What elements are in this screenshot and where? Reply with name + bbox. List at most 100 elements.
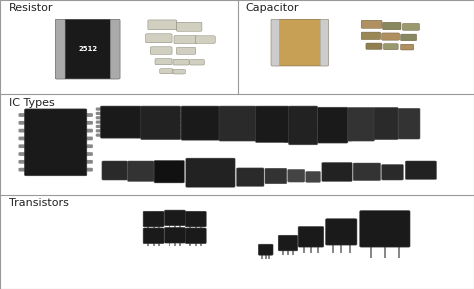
FancyBboxPatch shape [138, 112, 146, 115]
FancyBboxPatch shape [284, 134, 292, 137]
FancyBboxPatch shape [138, 125, 146, 128]
Bar [200, 242, 202, 246]
FancyBboxPatch shape [315, 127, 322, 130]
FancyBboxPatch shape [96, 121, 103, 124]
FancyBboxPatch shape [136, 130, 144, 134]
FancyBboxPatch shape [318, 107, 348, 143]
Bar [179, 242, 181, 246]
FancyBboxPatch shape [178, 135, 185, 138]
FancyBboxPatch shape [178, 121, 185, 124]
Text: Capacitor: Capacitor [246, 3, 299, 13]
FancyBboxPatch shape [353, 163, 381, 181]
FancyBboxPatch shape [164, 210, 185, 226]
FancyBboxPatch shape [383, 44, 398, 50]
FancyBboxPatch shape [315, 134, 322, 137]
FancyBboxPatch shape [345, 138, 353, 141]
Bar [153, 242, 155, 246]
FancyBboxPatch shape [84, 121, 93, 125]
FancyBboxPatch shape [96, 134, 103, 137]
FancyBboxPatch shape [143, 211, 164, 227]
FancyBboxPatch shape [18, 152, 27, 156]
FancyBboxPatch shape [185, 211, 206, 227]
Text: Transistors: Transistors [9, 198, 68, 208]
FancyBboxPatch shape [217, 131, 224, 134]
FancyBboxPatch shape [96, 125, 103, 128]
FancyBboxPatch shape [181, 106, 219, 140]
FancyBboxPatch shape [178, 108, 185, 111]
FancyBboxPatch shape [361, 20, 382, 28]
FancyBboxPatch shape [382, 33, 400, 40]
FancyBboxPatch shape [84, 168, 93, 171]
FancyBboxPatch shape [146, 34, 172, 43]
Bar [398, 246, 400, 258]
FancyBboxPatch shape [237, 168, 264, 186]
FancyBboxPatch shape [313, 128, 320, 131]
FancyBboxPatch shape [173, 69, 185, 74]
FancyBboxPatch shape [289, 106, 318, 145]
FancyBboxPatch shape [136, 117, 144, 120]
Bar [147, 226, 149, 229]
Bar [158, 226, 160, 229]
FancyBboxPatch shape [18, 160, 27, 164]
FancyBboxPatch shape [345, 128, 353, 131]
FancyBboxPatch shape [102, 161, 128, 180]
FancyBboxPatch shape [138, 108, 146, 111]
Bar [169, 242, 171, 246]
Bar [264, 254, 266, 259]
FancyBboxPatch shape [398, 108, 420, 139]
Text: Resistor: Resistor [9, 3, 53, 13]
FancyBboxPatch shape [96, 112, 103, 115]
FancyBboxPatch shape [401, 44, 414, 50]
FancyBboxPatch shape [96, 108, 103, 111]
FancyBboxPatch shape [284, 121, 292, 124]
FancyBboxPatch shape [18, 113, 27, 117]
FancyBboxPatch shape [271, 19, 279, 66]
FancyBboxPatch shape [174, 36, 197, 44]
FancyBboxPatch shape [138, 121, 146, 124]
FancyBboxPatch shape [195, 36, 215, 43]
FancyBboxPatch shape [366, 43, 382, 49]
Bar [332, 244, 334, 253]
FancyBboxPatch shape [176, 108, 184, 111]
FancyBboxPatch shape [84, 113, 93, 117]
FancyBboxPatch shape [128, 161, 154, 181]
Bar [287, 249, 289, 255]
FancyBboxPatch shape [326, 219, 357, 245]
FancyBboxPatch shape [176, 47, 196, 54]
Bar [261, 254, 263, 259]
FancyBboxPatch shape [178, 130, 185, 134]
FancyBboxPatch shape [382, 164, 403, 180]
FancyBboxPatch shape [84, 136, 93, 140]
Bar [317, 246, 319, 253]
Bar [174, 225, 176, 228]
FancyBboxPatch shape [160, 69, 173, 74]
FancyBboxPatch shape [278, 235, 298, 251]
FancyBboxPatch shape [136, 135, 144, 138]
FancyBboxPatch shape [138, 129, 146, 132]
FancyBboxPatch shape [84, 160, 93, 164]
FancyBboxPatch shape [345, 109, 353, 112]
Bar [147, 242, 149, 246]
Bar [268, 254, 270, 259]
Bar [190, 242, 191, 246]
FancyBboxPatch shape [18, 129, 27, 132]
FancyBboxPatch shape [217, 108, 224, 111]
FancyBboxPatch shape [138, 134, 146, 137]
Bar [158, 242, 160, 246]
FancyBboxPatch shape [284, 127, 292, 130]
FancyBboxPatch shape [176, 121, 184, 125]
FancyBboxPatch shape [138, 116, 146, 119]
FancyBboxPatch shape [374, 108, 398, 140]
Bar [349, 244, 351, 253]
FancyBboxPatch shape [185, 228, 206, 244]
FancyBboxPatch shape [345, 119, 353, 122]
FancyBboxPatch shape [173, 59, 189, 65]
FancyBboxPatch shape [219, 106, 256, 141]
Bar [174, 242, 176, 246]
FancyBboxPatch shape [136, 112, 144, 115]
FancyBboxPatch shape [361, 32, 381, 40]
FancyBboxPatch shape [110, 19, 120, 79]
FancyBboxPatch shape [315, 140, 322, 143]
Bar [310, 246, 312, 253]
FancyBboxPatch shape [96, 116, 103, 119]
